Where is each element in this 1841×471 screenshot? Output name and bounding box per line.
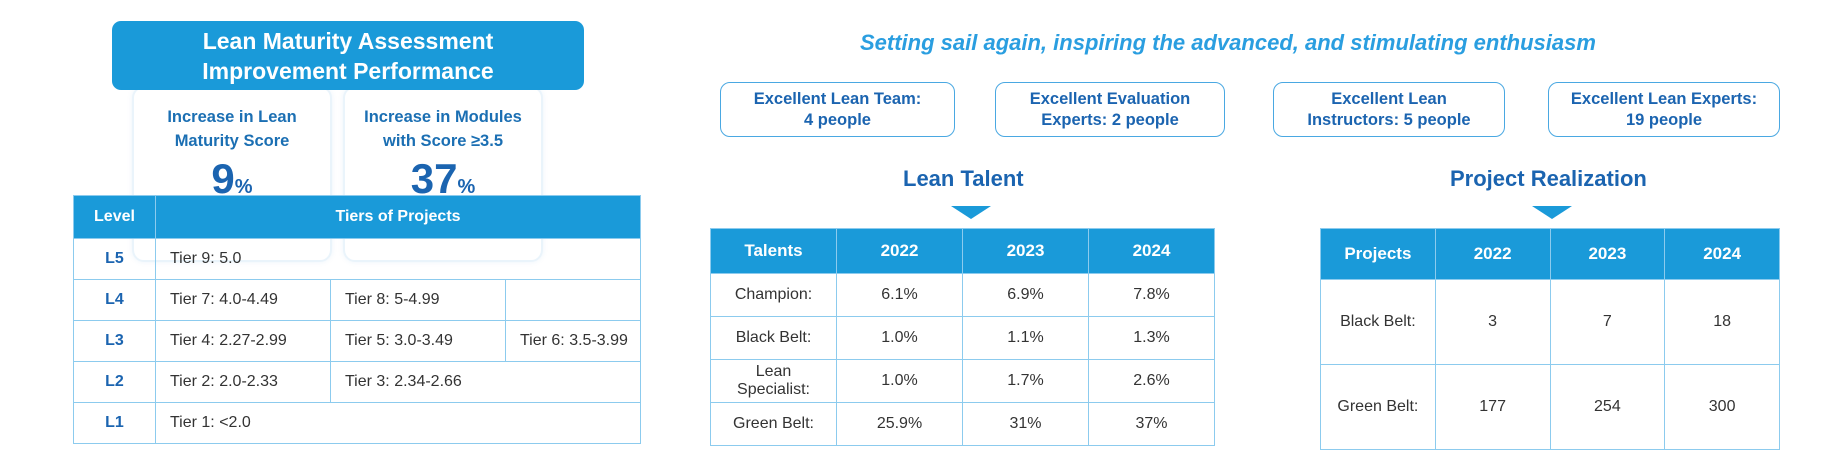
tier-cell: Tier 7: 4.0-4.49 [155,279,331,321]
project-realization-table: Projects 2022 2023 2024 Black Belt: 3 7 … [1320,228,1780,450]
table-cell: 18 [1664,279,1780,365]
value-number: 37 [410,155,458,202]
row-label: Champion: [710,273,837,317]
tier-cell: Tier 6: 3.5-3.99 [505,320,641,362]
table-cell: 37% [1088,402,1215,446]
table-row: Black Belt: 3 7 18 [1320,279,1780,365]
award-line2: Instructors: 5 people [1307,110,1471,129]
table-cell: 2.6% [1088,359,1215,403]
tiers-table: Level Tiers of Projects L5 Tier 9: 5.0 L… [73,195,641,444]
column-header: Talents [710,228,837,274]
lean-talent-table: Talents 2022 2023 2024 Champion: 6.1% 6.… [710,228,1215,446]
table-cell: 25.9% [836,402,963,446]
table-cell: 1.7% [962,359,1089,403]
award-line2: Experts: 2 people [1041,110,1179,129]
table-cell: 31% [962,402,1089,446]
tier-cell: Tier 1: <2.0 [155,402,641,444]
table-row: L2 Tier 2: 2.0-2.33 Tier 3: 2.34-2.66 [73,361,641,403]
tier-cell: Tier 9: 5.0 [155,238,641,280]
table-row: Black Belt: 1.0% 1.1% 1.3% [710,316,1215,360]
level-cell: L4 [73,279,156,321]
table-cell: 7.8% [1088,273,1215,317]
value-unit: % [234,176,253,198]
level-cell: L3 [73,320,156,362]
row-label: Black Belt: [1320,279,1436,365]
table-row: Green Belt: 25.9% 31% 37% [710,402,1215,446]
table-row: L3 Tier 4: 2.27-2.99 Tier 5: 3.0-3.49 Ti… [73,320,641,362]
column-header: 2022 [836,228,963,274]
level-header: Level [73,195,156,239]
column-header: 2024 [1664,228,1780,280]
tier-cell [505,279,641,321]
assessment-header: Lean Maturity Assessment Improvement Per… [112,21,584,90]
card-label-line1: Increase in Modules [364,108,522,126]
header-line1: Lean Maturity Assessment [202,27,494,54]
card-label-line2: Maturity Score [174,132,290,150]
row-label: Black Belt: [710,316,837,360]
table-cell: 177 [1434,364,1551,450]
value-number: 9 [211,155,235,202]
table-cell: 1.1% [962,316,1089,360]
table-cell: 1.0% [836,316,963,360]
project-realization-title: Project Realization [1450,166,1647,191]
award-lean-team: Excellent Lean Team: 4 people [720,82,955,137]
award-lean-experts: Excellent Lean Experts: 19 people [1548,82,1780,137]
award-line1: Excellent Evaluation [1029,89,1191,108]
table-row: L4 Tier 7: 4.0-4.49 Tier 8: 5-4.99 [73,279,641,321]
table-cell: 1.0% [836,359,963,403]
row-label: Green Belt: [710,402,837,446]
card-value: 9% [134,157,330,209]
value-unit: % [457,176,476,198]
card-label-line1: Increase in Lean [167,108,297,126]
tier-cell: Tier 5: 3.0-3.49 [330,320,506,362]
award-line1: Excellent Lean Experts: [1570,89,1758,108]
level-cell: L2 [73,361,156,403]
tier-cell: Tier 8: 5-4.99 [330,279,506,321]
column-header: Projects [1320,228,1436,280]
project-realization-pointer [1532,206,1572,219]
level-cell: L1 [73,402,156,444]
table-cell: 1.3% [1088,316,1215,360]
award-line1: Excellent Lean [1331,89,1447,108]
table-cell: 7 [1549,279,1666,365]
level-cell: L5 [73,238,156,280]
table-header-row: Level Tiers of Projects [73,195,641,239]
award-line2: 19 people [1625,110,1703,129]
table-row: L1 Tier 1: <2.0 [73,402,641,444]
tier-cell: Tier 3: 2.34-2.66 [330,361,641,403]
tier-cell: Tier 4: 2.27-2.99 [155,320,331,362]
table-cell: 254 [1549,364,1666,450]
column-header: 2022 [1434,228,1551,280]
column-header: 2024 [1088,228,1215,274]
table-header-row: Projects 2022 2023 2024 [1320,228,1780,280]
table-cell: 300 [1664,364,1780,450]
tiers-header: Tiers of Projects [155,195,641,239]
award-line1: Excellent Lean Team: [753,89,922,108]
card-label-line2: with Score ≥3.5 [382,132,503,150]
table-cell: 3 [1434,279,1551,365]
column-header: 2023 [1549,228,1666,280]
row-label: Green Belt: [1320,364,1436,450]
card-value: 37% [345,157,541,209]
slogan: Setting sail again, inspiring the advanc… [860,30,1596,55]
lean-talent-pointer [951,206,991,219]
table-header-row: Talents 2022 2023 2024 [710,228,1215,274]
award-lean-instructors: Excellent Lean Instructors: 5 people [1273,82,1505,137]
award-evaluation-experts: Excellent Evaluation Experts: 2 people [995,82,1225,137]
table-row: Green Belt: 177 254 300 [1320,364,1780,450]
lean-talent-title: Lean Talent [903,166,1024,191]
table-cell: 6.1% [836,273,963,317]
column-header: 2023 [962,228,1089,274]
table-row: Champion: 6.1% 6.9% 7.8% [710,273,1215,317]
row-label: Lean Specialist: [710,359,837,403]
header-line2: Improvement Performance [202,57,494,84]
table-cell: 6.9% [962,273,1089,317]
table-row: L5 Tier 9: 5.0 [73,238,641,280]
award-line2: 4 people [804,110,871,129]
table-row: Lean Specialist: 1.0% 1.7% 2.6% [710,359,1215,403]
tier-cell: Tier 2: 2.0-2.33 [155,361,331,403]
